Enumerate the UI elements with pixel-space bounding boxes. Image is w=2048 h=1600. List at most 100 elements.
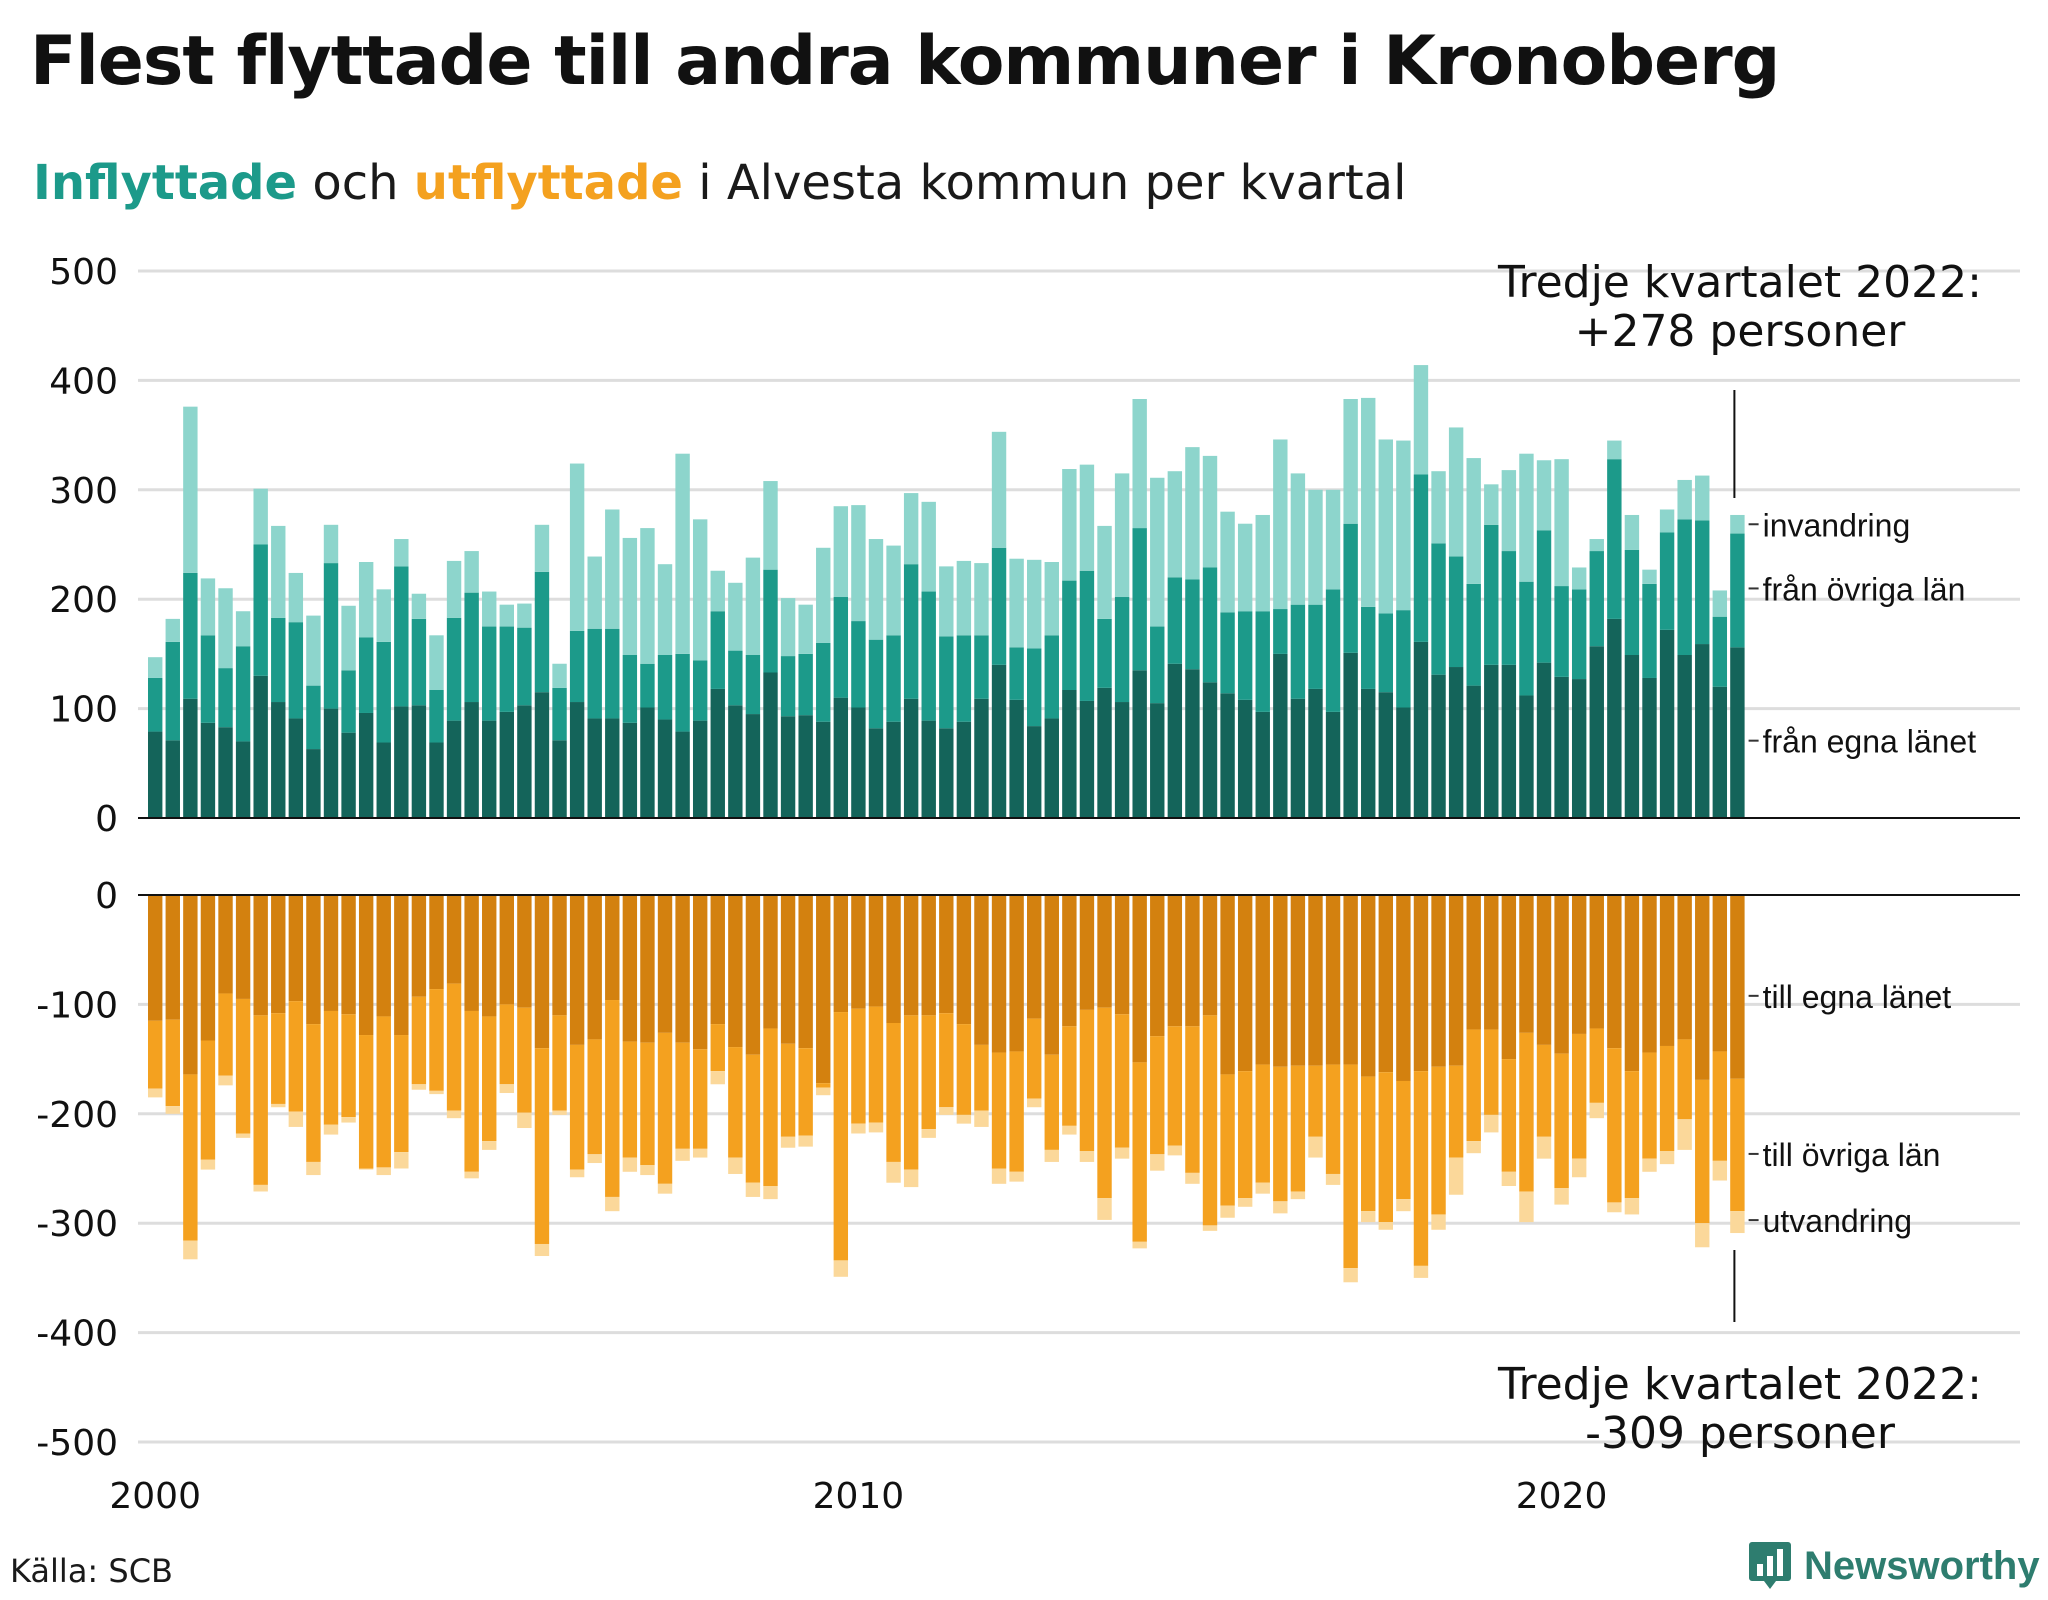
bar-in-imm: [1167, 471, 1183, 578]
bar-in-own: [868, 728, 884, 818]
bar-in-other: [446, 617, 462, 721]
bar-out-emi: [183, 1240, 198, 1260]
bar-in-own: [1044, 718, 1059, 818]
bar-out-emi: [482, 1141, 497, 1150]
bar-out-own: [288, 895, 304, 1002]
bar-in-imm: [1308, 489, 1323, 605]
bar-in-other: [1396, 610, 1411, 708]
bar-in-own: [534, 692, 550, 818]
bar-in-imm: [1097, 525, 1112, 619]
bar-out-emi: [306, 1161, 321, 1176]
bar-out-emi: [464, 1171, 479, 1179]
bar-out-emi: [587, 1154, 602, 1164]
bar-in-own: [1396, 707, 1411, 818]
bar-out-own: [1677, 895, 1692, 1040]
y-tick-label-top: 300: [49, 471, 118, 512]
bar-out-emi: [446, 1110, 462, 1119]
bar-out-emi: [675, 1148, 690, 1161]
bar-in-own: [1642, 677, 1657, 818]
bar-in-imm: [956, 560, 972, 636]
bar-out-own: [1114, 895, 1130, 1015]
bar-in-other: [1273, 609, 1288, 654]
bar-in-own: [1167, 663, 1183, 818]
bar-out-other: [833, 1012, 849, 1261]
bar-in-imm: [780, 598, 796, 657]
bar-in-own: [1607, 618, 1622, 818]
bar-in-own: [798, 715, 813, 818]
bar-out-emi: [218, 1075, 233, 1086]
bar-out-emi: [552, 1110, 567, 1115]
y-tick-label-bottom: 0: [95, 876, 118, 917]
bar-out-own: [745, 895, 761, 1055]
bar-in-own: [446, 720, 462, 818]
bar-in-other: [921, 591, 936, 721]
bar-in-other: [1150, 626, 1165, 704]
bar-out-other: [640, 1042, 655, 1166]
bar-in-own: [288, 718, 304, 818]
bar-out-emi: [534, 1243, 550, 1257]
bar-in-imm: [587, 556, 602, 629]
bar-in-imm: [482, 591, 497, 627]
bar-out-emi: [499, 1084, 514, 1094]
bar-in-own: [780, 716, 796, 818]
bar-out-own: [1132, 895, 1147, 1063]
bar-out-own: [1396, 895, 1411, 1081]
bar-out-emi: [1097, 1198, 1112, 1220]
bar-out-emi: [1185, 1172, 1200, 1184]
bar-in-own: [974, 698, 989, 818]
bar-in-imm: [1624, 514, 1640, 550]
bar-out-own: [376, 895, 391, 1017]
bar-out-other: [1308, 1065, 1323, 1137]
bar-in-imm: [622, 537, 638, 655]
bar-out-other: [1554, 1053, 1569, 1189]
bar-in-own: [1079, 700, 1095, 818]
bar-out-emi: [358, 1168, 374, 1170]
bar-out-own: [798, 895, 813, 1049]
bar-out-other: [1571, 1033, 1587, 1159]
bar-in-imm: [323, 524, 339, 564]
bar-in-other: [1343, 523, 1358, 653]
bar-out-own: [394, 895, 409, 1036]
bar-out-own: [1659, 895, 1675, 1046]
bar-out-emi: [1677, 1119, 1692, 1150]
bar-in-imm: [1712, 590, 1728, 617]
bar-out-other: [323, 1010, 339, 1125]
bar-out-other: [1343, 1064, 1358, 1269]
bar-in-other: [235, 646, 251, 742]
bar-in-imm: [1237, 523, 1253, 612]
bar-in-own: [1202, 682, 1218, 818]
bar-out-emi: [1642, 1158, 1657, 1172]
bar-in-other: [675, 653, 690, 732]
bar-in-own: [1361, 688, 1376, 818]
bar-in-own: [517, 705, 532, 818]
bar-in-imm: [745, 557, 761, 655]
bar-in-own: [675, 731, 690, 818]
bar-out-other: [358, 1035, 374, 1169]
bar-in-imm: [1378, 439, 1393, 614]
bar-out-own: [657, 895, 673, 1033]
annotation-top-line1: Tredje kvartalet 2022:: [1497, 257, 1982, 308]
bar-out-emi: [1237, 1198, 1253, 1207]
bar-out-other: [1501, 1059, 1517, 1172]
bar-in-imm: [1501, 470, 1517, 552]
bar-in-other: [1519, 581, 1534, 696]
bar-out-own: [1185, 895, 1200, 1027]
bar-out-emi: [1325, 1173, 1341, 1185]
bar-in-other: [745, 654, 761, 715]
bar-out-other: [1132, 1062, 1147, 1242]
bar-in-other: [1484, 524, 1499, 665]
bar-out-other: [464, 1010, 479, 1172]
bar-out-other: [534, 1048, 550, 1244]
bar-out-emi: [1571, 1158, 1587, 1178]
bar-out-emi: [1132, 1241, 1147, 1249]
bar-in-other: [183, 572, 198, 699]
bar-out-own: [341, 895, 356, 1015]
bar-in-imm: [692, 519, 708, 661]
bar-out-other: [1237, 1071, 1253, 1199]
bar-out-emi: [200, 1159, 216, 1170]
bar-in-own: [816, 721, 831, 818]
chart-title: Flest flyttade till andra kommuner i Kro…: [30, 22, 1780, 101]
bar-out-other: [1624, 1071, 1640, 1199]
bar-in-other: [482, 626, 497, 721]
x-tick-label: 2000: [109, 1476, 201, 1517]
